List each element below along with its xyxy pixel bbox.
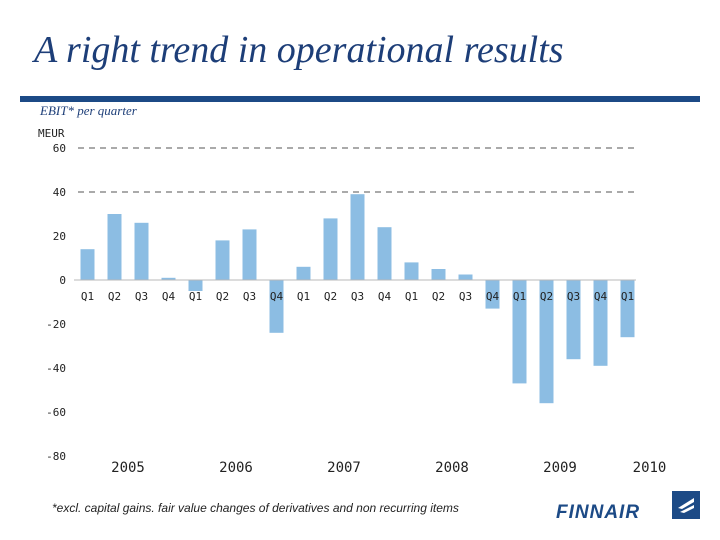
- bar: [323, 218, 338, 280]
- x-tick-label: Q3: [459, 290, 472, 303]
- bar: [215, 240, 230, 280]
- y-tick-label: -80: [46, 450, 66, 463]
- x-tick-label: Q3: [351, 290, 364, 303]
- bar: [512, 280, 527, 384]
- year-label: 2007: [327, 460, 361, 476]
- bar: [431, 269, 446, 280]
- x-tick-label: Q2: [324, 290, 337, 303]
- x-tick-label: Q3: [567, 290, 580, 303]
- bar: [620, 280, 635, 338]
- y-tick-label: 40: [53, 186, 66, 199]
- x-tick-label: Q3: [243, 290, 256, 303]
- footnote: *excl. capital gains. fair value changes…: [52, 501, 459, 515]
- x-tick-label: Q1: [81, 290, 94, 303]
- bar: [593, 280, 608, 366]
- year-label: 2010: [633, 460, 667, 476]
- x-tick-label: Q4: [594, 290, 608, 303]
- year-label: 2008: [435, 460, 469, 476]
- x-tick-label: Q2: [108, 290, 121, 303]
- bar: [458, 274, 473, 280]
- bar: [350, 194, 365, 280]
- x-tick-label: Q4: [162, 290, 176, 303]
- year-label: 2009: [543, 460, 577, 476]
- bar: [404, 262, 419, 280]
- x-tick-label: Q3: [135, 290, 148, 303]
- bar: [566, 280, 581, 360]
- bar: [377, 227, 392, 280]
- y-tick-label: 20: [53, 230, 66, 243]
- bar: [188, 280, 203, 291]
- x-tick-label: Q4: [486, 290, 500, 303]
- x-tick-label: Q1: [297, 290, 310, 303]
- x-tick-label: Q2: [216, 290, 229, 303]
- bar: [80, 249, 95, 280]
- x-tick-label: Q1: [405, 290, 418, 303]
- year-label: 2006: [219, 460, 253, 476]
- y-axis-label: MEUR: [38, 127, 65, 140]
- bar: [161, 277, 176, 280]
- slide-title: A right trend in operational results: [34, 29, 564, 71]
- bar: [107, 214, 122, 280]
- x-tick-label: Q1: [621, 290, 634, 303]
- y-tick-label: -40: [46, 362, 66, 375]
- x-tick-label: Q1: [189, 290, 202, 303]
- y-tick-label: -20: [46, 318, 66, 331]
- bar: [485, 280, 500, 309]
- finnair-logo-icon: [672, 491, 700, 519]
- x-tick-label: Q2: [540, 290, 553, 303]
- bar: [296, 266, 311, 280]
- bar: [539, 280, 554, 404]
- chart-subtitle: EBIT* per quarter: [40, 103, 137, 118]
- finnair-logo-text: FINNAIR: [556, 502, 641, 523]
- x-tick-label: Q1: [513, 290, 526, 303]
- bar: [269, 280, 284, 333]
- year-label: 2005: [111, 460, 145, 476]
- x-tick-label: Q4: [378, 290, 392, 303]
- x-tick-label: Q4: [270, 290, 284, 303]
- y-tick-label: -60: [46, 406, 66, 419]
- y-tick-label: 0: [59, 274, 66, 287]
- bar: [242, 229, 257, 280]
- title-divider: [20, 96, 700, 102]
- y-tick-label: 60: [53, 142, 66, 155]
- x-tick-label: Q2: [432, 290, 445, 303]
- bar: [134, 222, 149, 280]
